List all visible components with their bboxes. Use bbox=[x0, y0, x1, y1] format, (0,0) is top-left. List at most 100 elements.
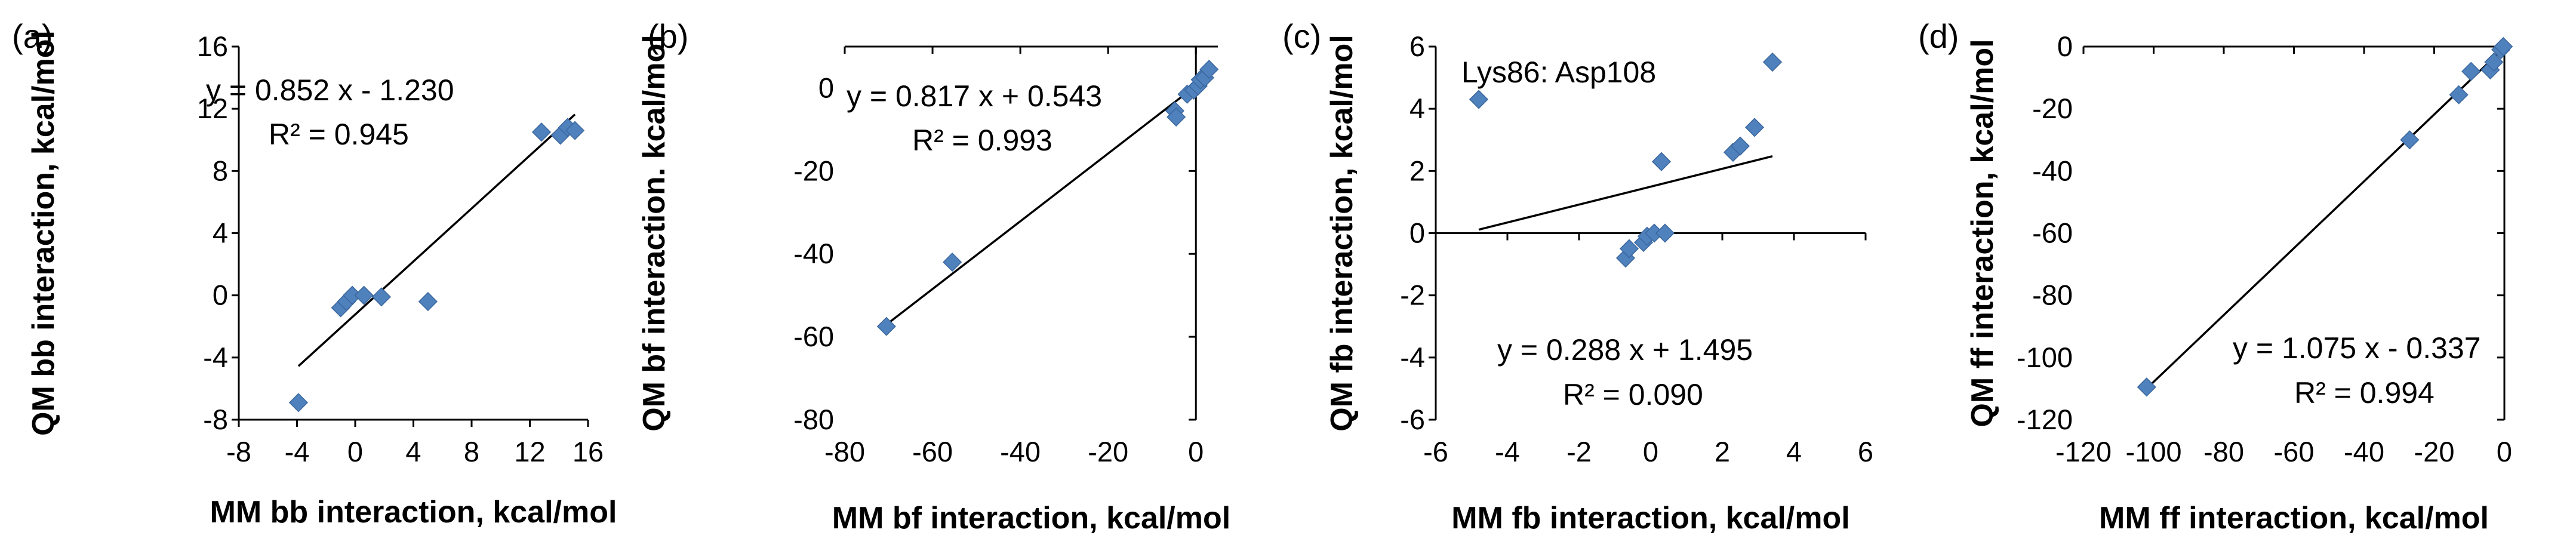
chart-panel-2: (b) -80 -60 -40 -20 0 -80 -60 -40 -20 0 MM bf inter… bbox=[637, 17, 1230, 536]
r-squared-label: R² = 0.994 bbox=[2294, 376, 2435, 410]
y-tick-label: 0 bbox=[1409, 217, 1425, 249]
x-tick-label: -80 bbox=[824, 436, 865, 467]
panel-label: (a) bbox=[12, 17, 53, 55]
y-tick-label: 16 bbox=[197, 30, 228, 62]
x-tick-label: -4 bbox=[1495, 436, 1520, 467]
regression-equation: y = 1.075 x - 0.337 bbox=[2233, 331, 2481, 365]
y-tick-label: -60 bbox=[793, 321, 834, 352]
data-point bbox=[876, 316, 896, 336]
x-tick-label: -20 bbox=[1088, 436, 1128, 467]
x-tick-label: 0 bbox=[2497, 436, 2512, 467]
data-point bbox=[1655, 223, 1675, 243]
x-axis-title: MM bf interaction, kcal/mol bbox=[832, 501, 1230, 536]
y-tick-label: -4 bbox=[203, 341, 228, 373]
x-tick-label: 0 bbox=[347, 436, 363, 467]
y-tick-label: 8 bbox=[213, 155, 228, 186]
data-point bbox=[1651, 152, 1672, 171]
r-squared-label: R² = 0.945 bbox=[269, 118, 409, 151]
x-tick-label: 12 bbox=[514, 436, 545, 467]
data-point bbox=[371, 287, 391, 307]
y-tick-label: 2 bbox=[1409, 155, 1425, 186]
data-point bbox=[943, 253, 962, 272]
data-point bbox=[1199, 60, 1219, 79]
x-tick-label: -40 bbox=[2344, 436, 2384, 467]
x-tick-label: 4 bbox=[1786, 436, 1802, 467]
chart-panel-3: (c) -6 -4 -2 0 2 4 6 -6 -4 -2 0 2 4 6 MM fb interaction… bbox=[1282, 17, 1873, 536]
x-tick-label: -4 bbox=[285, 436, 310, 467]
y-tick-label: -40 bbox=[2032, 155, 2073, 186]
regression-equation: y = 0.817 x + 0.543 bbox=[847, 79, 1102, 113]
data-point bbox=[1469, 90, 1489, 109]
y-tick-label: -120 bbox=[2017, 404, 2073, 435]
data-point bbox=[418, 292, 438, 312]
x-tick-label: -80 bbox=[2203, 436, 2244, 467]
regression-equation: y = 0.852 x - 1.230 bbox=[206, 73, 454, 107]
y-tick-label: -80 bbox=[793, 404, 834, 435]
data-point bbox=[1744, 118, 1765, 137]
x-tick-label: -2 bbox=[1566, 436, 1592, 467]
y-tick-label: 0 bbox=[213, 279, 228, 311]
y-tick-label: 0 bbox=[818, 72, 834, 103]
trendline bbox=[885, 75, 1210, 326]
y-tick-label: -40 bbox=[793, 238, 834, 269]
y-tick-label: 4 bbox=[1409, 93, 1425, 124]
x-axis-title: MM ff interaction, kcal/mol bbox=[2099, 501, 2489, 536]
data-point bbox=[288, 393, 308, 413]
y-tick-label: -100 bbox=[2017, 341, 2073, 373]
panel-label: (d) bbox=[1918, 17, 1959, 55]
x-tick-label: 6 bbox=[1858, 436, 1873, 467]
data-point bbox=[1730, 136, 1750, 156]
x-tick-label: 4 bbox=[405, 436, 421, 467]
regression-equation: y = 0.288 x + 1.495 bbox=[1497, 333, 1753, 367]
x-tick-label: 0 bbox=[1188, 436, 1204, 467]
y-tick-label: -20 bbox=[793, 155, 834, 186]
x-tick-label: 8 bbox=[464, 436, 479, 467]
x-tick-label: -8 bbox=[226, 436, 251, 467]
y-axis-title: QM bf interaction. kcal/mol bbox=[637, 35, 672, 432]
y-tick-label: -2 bbox=[1400, 279, 1425, 311]
data-point bbox=[1167, 107, 1186, 127]
data-point bbox=[2484, 52, 2504, 72]
trendline bbox=[297, 113, 576, 367]
chart-panel-4: (d) -120 -100 -80 -60 -40 -20 0 -120 -100 -80 -60 -4… bbox=[1918, 17, 2513, 536]
data-point bbox=[2461, 61, 2481, 81]
y-tick-label: -8 bbox=[203, 404, 228, 435]
point-annotation: Lys86: Asp108 bbox=[1461, 56, 1656, 89]
panel-label: (b) bbox=[648, 17, 688, 55]
y-axis-title: QM ff interaction, kcal/mol bbox=[1965, 39, 2000, 427]
x-tick-label: -40 bbox=[1000, 436, 1041, 467]
x-tick-label: -100 bbox=[2125, 436, 2181, 467]
y-tick-label: -6 bbox=[1400, 404, 1425, 435]
x-tick-label: 16 bbox=[573, 436, 604, 467]
r-squared-label: R² = 0.993 bbox=[912, 124, 1052, 157]
x-tick-label: 2 bbox=[1715, 436, 1730, 467]
x-tick-label: 0 bbox=[1643, 436, 1658, 467]
y-axis-title: QM fb interaction, kcal/mol bbox=[1325, 35, 1359, 432]
x-tick-label: -20 bbox=[2414, 436, 2455, 467]
y-tick-label: -20 bbox=[2032, 93, 2073, 124]
x-tick-label: -60 bbox=[2274, 436, 2315, 467]
y-tick-label: -80 bbox=[2032, 279, 2073, 311]
data-point bbox=[2400, 130, 2420, 150]
data-point bbox=[2137, 377, 2156, 397]
x-tick-label: -60 bbox=[912, 436, 953, 467]
y-tick-label: 6 bbox=[1409, 30, 1425, 62]
data-point bbox=[531, 122, 552, 142]
y-tick-label: 0 bbox=[2057, 30, 2073, 62]
r-squared-label: R² = 0.090 bbox=[1563, 378, 1703, 411]
x-tick-label: -120 bbox=[2055, 436, 2112, 467]
y-tick-label: -4 bbox=[1400, 341, 1425, 373]
trendline bbox=[1478, 155, 1773, 231]
x-axis-title: MM fb interaction, kcal/mol bbox=[1451, 501, 1849, 536]
data-point bbox=[2494, 36, 2513, 57]
data-point bbox=[1762, 52, 1783, 72]
panel-label: (c) bbox=[1282, 17, 1321, 55]
y-tick-label: 4 bbox=[213, 217, 228, 249]
x-tick-label: -6 bbox=[1423, 436, 1448, 467]
data-point bbox=[354, 285, 374, 305]
data-point bbox=[565, 121, 585, 140]
y-tick-label: -60 bbox=[2032, 217, 2073, 249]
y-tick-label: 12 bbox=[197, 93, 228, 124]
y-axis-title: QM bb interaction, kcal/mol bbox=[26, 30, 61, 436]
